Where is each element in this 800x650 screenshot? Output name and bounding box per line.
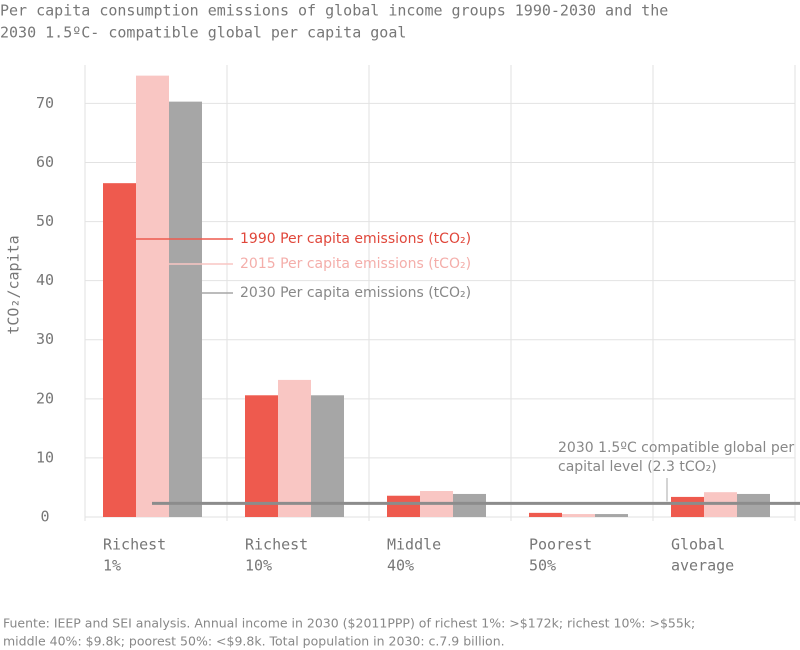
y-tick-label: 70: [36, 94, 54, 112]
x-tick-label: 10%: [245, 557, 272, 575]
bar: [169, 101, 202, 517]
bar: [671, 496, 704, 517]
x-tick-label: Middle: [387, 536, 441, 554]
y-axis-label: tCO₂/capita: [5, 235, 23, 334]
legend-label: 2030 Per capita emissions (tCO₂): [240, 285, 471, 301]
chart-title: Per capita consumption emissions of glob…: [0, 2, 668, 20]
bar: [245, 395, 278, 517]
y-tick-label: 10: [36, 448, 54, 466]
bar: [136, 75, 169, 518]
x-tick-label: 40%: [387, 557, 414, 575]
bar: [737, 493, 770, 517]
chart-title: 2030 1.5ºC- compatible global per capita…: [0, 24, 406, 42]
bar: [387, 495, 420, 517]
bar: [529, 512, 562, 517]
y-tick-label: 20: [36, 389, 54, 407]
legend-label: 2015 Per capita emissions (tCO₂): [240, 256, 471, 272]
goal-annotation: 2030 1.5ºC compatible global per: [558, 440, 794, 456]
source-note: middle 40%: $9.8k; poorest 50%: <$9.8k. …: [3, 634, 505, 649]
bar: [595, 514, 628, 517]
goal-annotation: capital level (2.3 tCO₂): [558, 459, 717, 475]
y-tick-label: 60: [36, 153, 54, 171]
y-tick-label: 50: [36, 212, 54, 230]
y-tick-label: 30: [36, 330, 54, 348]
source-note: Fuente: IEEP and SEI analysis. Annual in…: [3, 616, 695, 631]
x-tick-label: Poorest: [529, 536, 592, 554]
bar: [562, 514, 595, 517]
x-tick-label: Richest: [103, 536, 166, 554]
bar: [453, 493, 486, 517]
bar: [278, 379, 311, 517]
y-tick-label: 0: [40, 508, 49, 526]
legend-label: 1990 Per capita emissions (tCO₂): [240, 231, 471, 247]
x-tick-label: Global: [671, 536, 725, 554]
x-tick-label: average: [671, 557, 734, 575]
bar: [311, 395, 344, 517]
x-tick-label: 50%: [529, 557, 556, 575]
bar: [103, 183, 136, 518]
x-tick-label: Richest: [245, 536, 308, 554]
x-tick-label: 1%: [103, 557, 121, 575]
y-tick-label: 40: [36, 271, 54, 289]
